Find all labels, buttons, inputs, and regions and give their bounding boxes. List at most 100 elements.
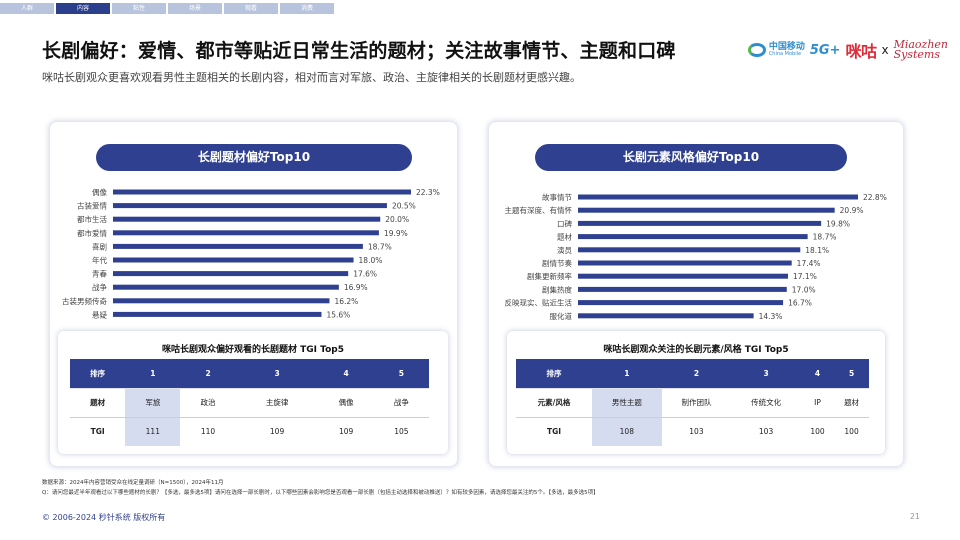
- bar: [113, 298, 330, 304]
- table-header-cell: 2: [180, 359, 236, 388]
- table-header-cell: 4: [800, 359, 835, 388]
- bar: [578, 247, 801, 253]
- table-row: TGI 111 110 109 109 105: [70, 416, 429, 446]
- table-cell: 103: [731, 416, 801, 446]
- table-cell: 题材: [834, 387, 869, 417]
- copyright: © 2006-2024 秒针系统 版权所有: [42, 513, 166, 522]
- element-tgi-title: 咪咕长剧观众关注的长剧元素/风格 TGI Top5: [603, 345, 789, 355]
- table-header-cell: 4: [318, 359, 374, 388]
- genre-tgi-panel: 咪咕长剧观众偏好观看的长剧题材 TGI Top5 排序 1 2 3 4 5 题材…: [58, 331, 448, 454]
- data-label: 17.1%: [793, 272, 817, 281]
- page-number: 21: [909, 512, 920, 521]
- data-label: 22.3%: [416, 188, 440, 197]
- table-row-label: TGI: [516, 416, 593, 446]
- data-label: 15.6%: [326, 310, 350, 319]
- table-row: 题材 军旅 政治 主旋律 偶像 战争: [70, 387, 429, 417]
- nav-tab-content[interactable]: 内容: [56, 3, 110, 14]
- category-label: 剧情节奏: [542, 258, 572, 268]
- table-header-cell: 2: [661, 359, 732, 388]
- china-mobile-logo: 中国移动 China Mobile: [747, 42, 805, 57]
- category-label: 悬疑: [92, 309, 107, 319]
- nav-tab-crowd[interactable]: 人群: [0, 3, 54, 14]
- data-label: 16.7%: [788, 299, 812, 308]
- bar: [578, 234, 808, 240]
- category-label: 题材: [557, 232, 572, 242]
- category-label: 喜剧: [92, 241, 107, 251]
- table-cell: IP: [800, 387, 835, 417]
- miaozhen-logo-line1: Miaozhen: [893, 38, 948, 51]
- bar: [113, 216, 381, 222]
- bar: [578, 300, 784, 306]
- table-header-cell: 排序: [516, 359, 593, 388]
- table-cell: 传统文化: [731, 387, 801, 417]
- category-label: 主题有深度、有情怀: [505, 205, 573, 215]
- nav-tab-watching[interactable]: 观看: [224, 3, 278, 14]
- table-row-label: 题材: [70, 387, 126, 417]
- category-label: 故事情节: [542, 192, 572, 202]
- data-label: 22.8%: [863, 193, 887, 202]
- migu-logo: 咪咕: [845, 42, 877, 61]
- genre-preference-card: 长剧题材偏好Top10 偶像 22.3% 古装爱情 20.5% 都市生活 20.0% 都市爱…: [49, 121, 458, 467]
- table-cell: 制作团队: [661, 387, 732, 417]
- table-cell: 战争: [373, 387, 429, 417]
- logo-separator: x: [881, 43, 889, 57]
- table-cell: 105: [373, 416, 429, 446]
- category-label: 服化道: [550, 311, 573, 321]
- miaozhen-logo: Miaozhen Systems: [893, 38, 948, 60]
- table-header-cell: 1: [592, 359, 662, 388]
- data-label: 16.2%: [334, 297, 358, 306]
- table-row-label: TGI: [70, 416, 126, 446]
- table-cell: 军旅: [125, 387, 181, 417]
- data-label: 20.0%: [385, 215, 409, 224]
- bar: [113, 271, 349, 277]
- table-header-cell: 排序: [70, 359, 126, 388]
- partner-logos: 中国移动 China Mobile 5G+ 咪咕 x Miaozhen Syst…: [747, 34, 948, 66]
- table-header-cell: 1: [125, 359, 181, 388]
- 5g-logo: 5G+: [809, 42, 841, 58]
- data-label: 16.9%: [344, 283, 368, 292]
- category-label: 反映现实、贴近生活: [505, 298, 573, 308]
- bar: [113, 230, 379, 236]
- bar: [113, 203, 387, 209]
- data-label: 20.5%: [392, 202, 416, 211]
- table-header-cell: 3: [731, 359, 801, 388]
- bar: [578, 286, 787, 292]
- bar: [578, 220, 822, 226]
- table-cell: 111: [125, 416, 181, 446]
- data-label: 14.3%: [759, 312, 783, 321]
- page-title: 长剧偏好：爱情、都市等贴近日常生活的题材；关注故事情节、主题和口碑: [42, 40, 676, 62]
- category-label: 青春: [92, 269, 107, 279]
- category-label: 古装爱情: [77, 201, 107, 211]
- table-cell: 偶像: [318, 387, 374, 417]
- data-label: 17.0%: [792, 285, 816, 294]
- survey-question-note: Q：请问您最近半年观看过以下哪些题材的长剧？【多选，最多选5项】请问在选择一部长…: [42, 490, 599, 496]
- table-header-cell: 5: [373, 359, 429, 388]
- table-cell: 100: [834, 416, 869, 446]
- nav-tab-stickiness[interactable]: 粘性: [112, 3, 166, 14]
- china-mobile-name: 中国移动: [768, 42, 805, 52]
- table-cell: 108: [592, 416, 662, 446]
- category-label: 都市爱情: [77, 228, 107, 238]
- section-nav: 人群 内容 粘性 场景 观看 消费: [0, 3, 334, 14]
- table-cell: 男性主题: [592, 387, 662, 417]
- bar: [113, 257, 354, 263]
- table-cell: 110: [180, 416, 236, 446]
- bar: [113, 311, 322, 317]
- element-bar-chart: 故事情节 22.8% 主题有深度、有情怀 20.9% 口碑 19.8% 题材 18.7% 演员 1…: [505, 192, 887, 321]
- data-label: 17.6%: [353, 270, 377, 279]
- page-subtitle: 咪咕长剧观众更喜欢观看男性主题相关的长剧内容，相对而言对军旅、政治、主旋律相关的…: [42, 71, 581, 84]
- nav-tab-scene[interactable]: 场景: [168, 3, 222, 14]
- nav-tab-consumption[interactable]: 消费: [280, 3, 334, 14]
- bar: [578, 207, 835, 213]
- bar: [113, 189, 411, 195]
- table-header-cell: 3: [235, 359, 319, 388]
- genre-bar-chart: 偶像 22.3% 古装爱情 20.5% 都市生活 20.0% 都市爱情 19.9% 喜剧 18.7…: [62, 187, 440, 319]
- category-label: 演员: [557, 245, 572, 255]
- element-tgi-panel: 咪咕长剧观众关注的长剧元素/风格 TGI Top5 排序 1 2 3 4 5 元…: [507, 331, 885, 454]
- genre-tgi-table: 排序 1 2 3 4 5 题材 军旅 政治 主旋律 偶像 战争 TGI 111 …: [70, 359, 429, 446]
- table-cell: 103: [661, 416, 732, 446]
- data-label: 20.9%: [840, 206, 864, 215]
- data-label: 18.1%: [805, 246, 829, 255]
- category-label: 古装男频传奇: [62, 296, 107, 306]
- category-label: 年代: [92, 255, 107, 265]
